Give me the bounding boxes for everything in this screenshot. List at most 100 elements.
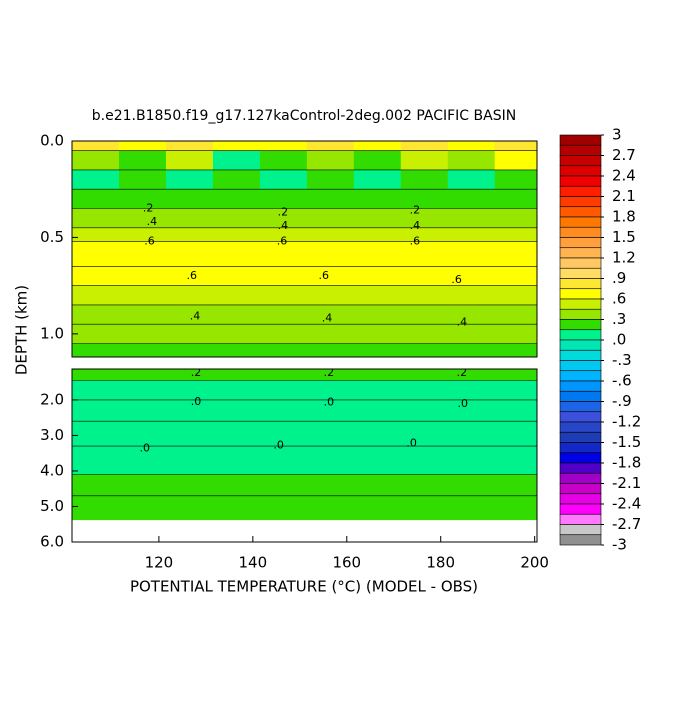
contour-cell (72, 380, 120, 401)
contour-cell (72, 169, 120, 190)
contour-cell (72, 495, 120, 521)
contour-cell (306, 343, 355, 357)
contour-cell (306, 474, 355, 497)
contour-cell (494, 495, 537, 521)
contour-cell (494, 446, 537, 476)
x-axis-label: POTENTIAL TEMPERATURE (°C) (MODEL - OBS) (130, 578, 478, 596)
colorbar-label: -1.5 (612, 433, 641, 451)
y-tick-label: 0.0 (40, 132, 64, 150)
contour-cell (494, 285, 537, 306)
contour-cell (306, 189, 355, 209)
contour-cell (447, 241, 496, 267)
colorbar-label: -1.8 (612, 454, 641, 472)
contour-cell (118, 169, 167, 190)
contour-label: .4 (410, 219, 421, 232)
contour-cell (72, 343, 120, 357)
contour-cell (306, 324, 355, 344)
contour-cell (353, 446, 402, 476)
contour-cell (353, 141, 402, 152)
contour-cell (259, 421, 308, 447)
contour-cell (72, 304, 120, 325)
colorbar-label: 1.8 (612, 208, 636, 226)
contour-cell (165, 141, 214, 152)
colorbar-box (559, 380, 602, 392)
colorbar-box (559, 267, 602, 279)
colorbar-box (559, 134, 602, 146)
contour-cell (72, 227, 120, 242)
y-tick-label: 2.0 (40, 390, 64, 408)
contour-label: .6 (410, 234, 421, 247)
y-tick-label: 3.0 (40, 426, 64, 444)
contour-cell (353, 474, 402, 497)
contour-cell (306, 141, 355, 152)
y-axis-label: DEPTH (km) (13, 285, 31, 375)
colorbar-label: .6 (612, 290, 626, 308)
contour-cell (118, 266, 167, 287)
contour-cell (400, 150, 449, 171)
contour-cell (306, 285, 355, 306)
field: .2 .2 .2 .0 .0 .0 .0 .0 .0 (72, 369, 537, 521)
colorbar-box (559, 442, 602, 454)
contour-cell (494, 324, 537, 344)
contour-cell (353, 227, 402, 242)
contour-label: .6 (144, 234, 155, 247)
contour-cell (259, 343, 308, 357)
contour-cell (212, 227, 261, 242)
contour-cell (259, 474, 308, 497)
contour-cell (212, 446, 261, 476)
colorbar-label: 2.1 (612, 187, 636, 205)
contour-cell (259, 285, 308, 306)
colorbar-box (559, 216, 602, 228)
colorbar-box (559, 421, 602, 433)
contour-cell (494, 150, 537, 171)
contour-cell (306, 304, 355, 325)
contour-cell (353, 189, 402, 209)
contour-cell (165, 399, 214, 422)
contour-cell (72, 189, 120, 209)
contour-label: .0 (140, 442, 151, 455)
contour-cell (165, 324, 214, 344)
contour-cell (118, 304, 167, 325)
contour-cell (494, 421, 537, 447)
plot-frame (71, 140, 538, 358)
contour-label: .2 (278, 205, 289, 218)
contour-cell (72, 241, 120, 267)
colorbar-box (559, 144, 602, 156)
colorbar-label: -2.4 (612, 495, 641, 513)
x-tick-label: 180 (426, 554, 455, 572)
contour-cell (400, 343, 449, 357)
colorbar-box (559, 534, 602, 546)
y-tick-label: 0.5 (40, 228, 64, 246)
contour-label: .2 (143, 202, 154, 215)
contour-label: .6 (187, 269, 198, 282)
colorbar-box (559, 370, 602, 382)
contour-label: .4 (147, 215, 158, 228)
contour-cell (118, 324, 167, 344)
contour-cell (212, 324, 261, 344)
contour-cell (259, 304, 308, 325)
contour-cell (212, 380, 261, 401)
contour-cell (72, 421, 120, 447)
colorbar-box (559, 247, 602, 259)
contour-cell (72, 399, 120, 422)
contour-cell (212, 285, 261, 306)
contour-cell (118, 369, 167, 381)
contour-cell (400, 189, 449, 209)
contour-cell (259, 189, 308, 209)
contour-cell (494, 399, 537, 422)
contour-cell (118, 399, 167, 422)
contour-cell (400, 141, 449, 152)
colorbar-label: -.9 (612, 392, 632, 410)
colorbar-label: 2.7 (612, 146, 636, 164)
contour-cell (212, 495, 261, 521)
colorbar-box (559, 360, 602, 372)
colorbar-box (559, 493, 602, 505)
contour-cell (306, 369, 355, 381)
contour-cell (165, 495, 214, 521)
contour-label: .6 (277, 234, 288, 247)
contour-cell (72, 324, 120, 344)
contour-cell (212, 304, 261, 325)
colorbar-box (559, 175, 602, 187)
colorbar-box (559, 472, 602, 484)
contour-cell (165, 446, 214, 476)
